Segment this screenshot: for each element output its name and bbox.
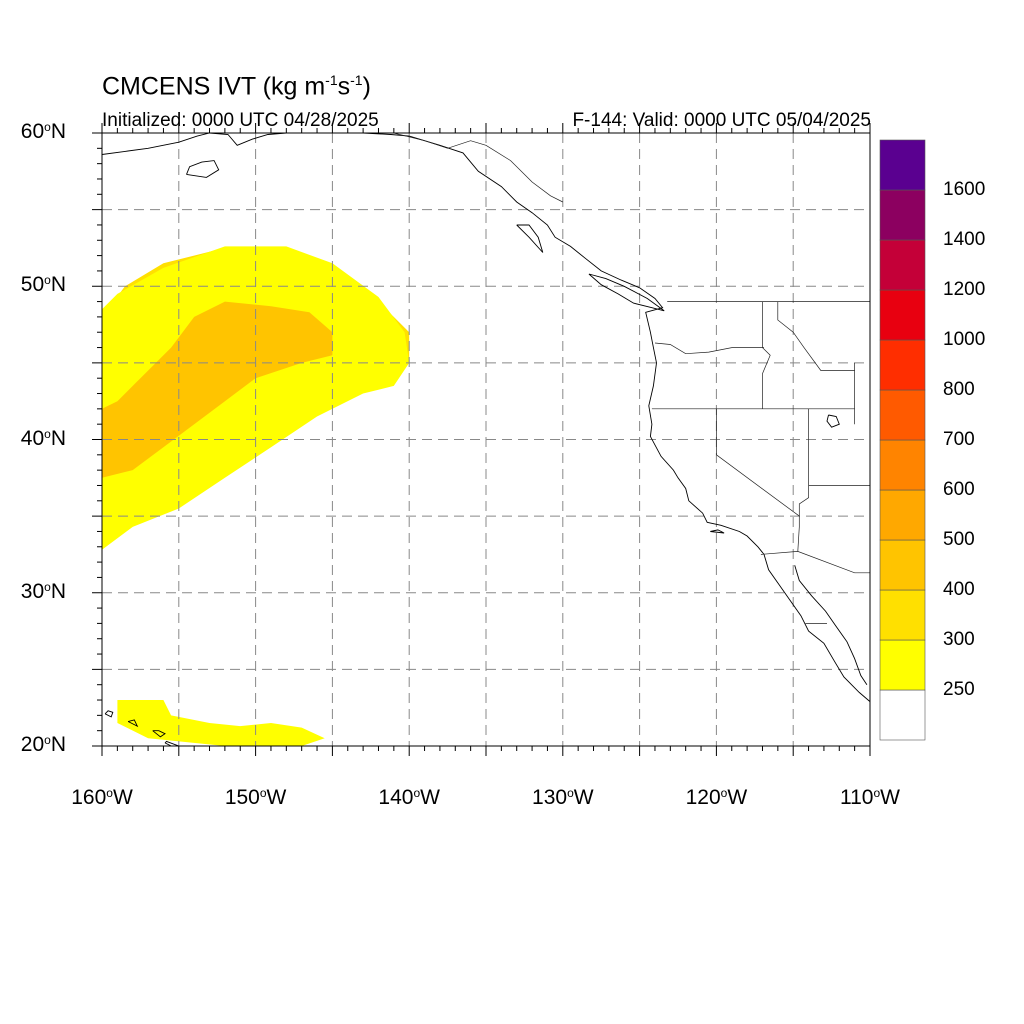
colorbar-label: 250 [943,679,975,700]
coastline-vancouver-island [588,273,665,312]
lon-label-140: 140oW [378,786,440,809]
border-id-west [762,301,771,409]
colorbar-label: 1400 [943,229,986,250]
coastline-channel-islands [710,529,725,534]
ivt-colorbar [879,139,926,741]
colorbar-label: 600 [943,479,975,500]
colorbar-label: 700 [943,429,975,450]
coastline-north-american-west-coast [409,135,870,702]
border-id-mt [777,301,855,371]
graticule-grid [102,133,870,746]
lat-label-40: 40oN [20,426,66,450]
ivt-shading-layer [102,246,410,746]
lon-label-160: 160oW [71,786,133,809]
colorbar-label: 1600 [943,179,986,200]
lat-label-20: 20oN [20,733,66,756]
lon-label-110: 110oW [840,786,900,809]
coastline-alaska-coast [102,133,410,155]
colorbar-box [879,539,926,591]
colorbar-box [879,689,926,741]
colorbar-label: 500 [943,529,975,550]
colorbar-label: 400 [943,579,975,600]
coastline-kauai [104,710,114,718]
coastline-layer [102,133,870,746]
coastline-oahu [127,719,139,728]
border-ca-nv [716,408,800,552]
valid-time: F-144: Valid: 0000 UTC 05/04/2025 [572,110,871,131]
colorbar-label: 1200 [943,279,986,300]
colorbar-box [879,289,926,341]
colorbar-box [879,589,926,641]
axis-ticks [92,123,871,756]
coastline-big-island-hawaii [164,740,180,746]
colorbar-box [879,339,926,391]
colorbar-label: 800 [943,379,975,400]
lon-label-130: 130oW [532,786,594,809]
initialized-time: Initialized: 0000 UTC 04/28/2025 [102,110,379,131]
lat-label-30: 30oN [20,579,66,603]
coastline-maui [152,730,166,738]
coastline-haida-gwaii [516,224,544,253]
colorbar-box [879,439,926,491]
border-nv-az-ut [798,408,809,517]
colorbar-box [879,239,926,291]
lat-label-50: 50oN [20,273,66,297]
colorbar-box [879,389,926,441]
coastline-gulf-of-california-coast [794,565,868,685]
colorbar-box [879,189,926,241]
colorbar-label: 1000 [943,329,986,350]
lon-label-120: 120oW [685,786,748,809]
border-canada-alaska [393,133,563,203]
colorbar-label: 300 [943,629,975,650]
ivt-region-3 [117,700,325,746]
political-borders-layer [393,133,870,624]
border-us-mexico [760,551,870,574]
colorbar-box [879,639,926,691]
lon-label-150: 150oW [224,786,287,809]
colorbar-box [879,139,926,191]
ivt-region-2 [102,301,333,478]
border-or-wa [654,342,764,355]
lat-label-60: 60oN [20,120,66,143]
coastline-kodiak-island [186,160,220,178]
colorbar-box [879,489,926,541]
map-title: CMCENS IVT (kg m-1s-1) [102,72,371,101]
coastline-great-salt-lake [826,414,840,428]
